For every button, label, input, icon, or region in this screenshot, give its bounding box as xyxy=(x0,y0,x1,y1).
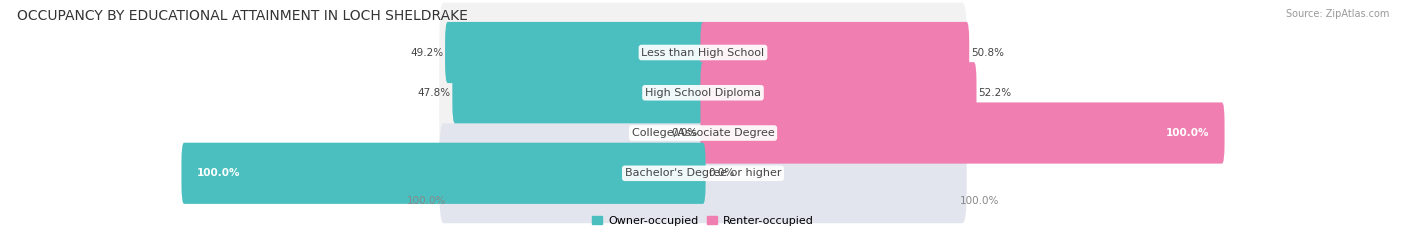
Text: 0.0%: 0.0% xyxy=(709,168,734,178)
Legend: Owner-occupied, Renter-occupied: Owner-occupied, Renter-occupied xyxy=(588,212,818,230)
FancyBboxPatch shape xyxy=(446,22,706,83)
Text: 52.2%: 52.2% xyxy=(979,88,1011,98)
FancyBboxPatch shape xyxy=(700,103,1225,164)
Text: Bachelor's Degree or higher: Bachelor's Degree or higher xyxy=(624,168,782,178)
Text: 100.0%: 100.0% xyxy=(1166,128,1209,138)
FancyBboxPatch shape xyxy=(700,22,969,83)
Text: 49.2%: 49.2% xyxy=(411,48,443,58)
FancyBboxPatch shape xyxy=(181,143,706,204)
FancyBboxPatch shape xyxy=(700,62,977,123)
Text: 100.0%: 100.0% xyxy=(408,196,447,206)
Text: Source: ZipAtlas.com: Source: ZipAtlas.com xyxy=(1285,9,1389,19)
FancyBboxPatch shape xyxy=(439,43,967,143)
Text: 100.0%: 100.0% xyxy=(959,196,998,206)
Text: 47.8%: 47.8% xyxy=(418,88,451,98)
FancyBboxPatch shape xyxy=(439,83,967,183)
FancyBboxPatch shape xyxy=(453,62,706,123)
Text: 0.0%: 0.0% xyxy=(672,128,697,138)
Text: 100.0%: 100.0% xyxy=(197,168,240,178)
Text: Less than High School: Less than High School xyxy=(641,48,765,58)
Text: OCCUPANCY BY EDUCATIONAL ATTAINMENT IN LOCH SHELDRAKE: OCCUPANCY BY EDUCATIONAL ATTAINMENT IN L… xyxy=(17,9,468,23)
Text: High School Diploma: High School Diploma xyxy=(645,88,761,98)
FancyBboxPatch shape xyxy=(439,123,967,223)
FancyBboxPatch shape xyxy=(439,3,967,103)
Text: 50.8%: 50.8% xyxy=(970,48,1004,58)
Text: College/Associate Degree: College/Associate Degree xyxy=(631,128,775,138)
